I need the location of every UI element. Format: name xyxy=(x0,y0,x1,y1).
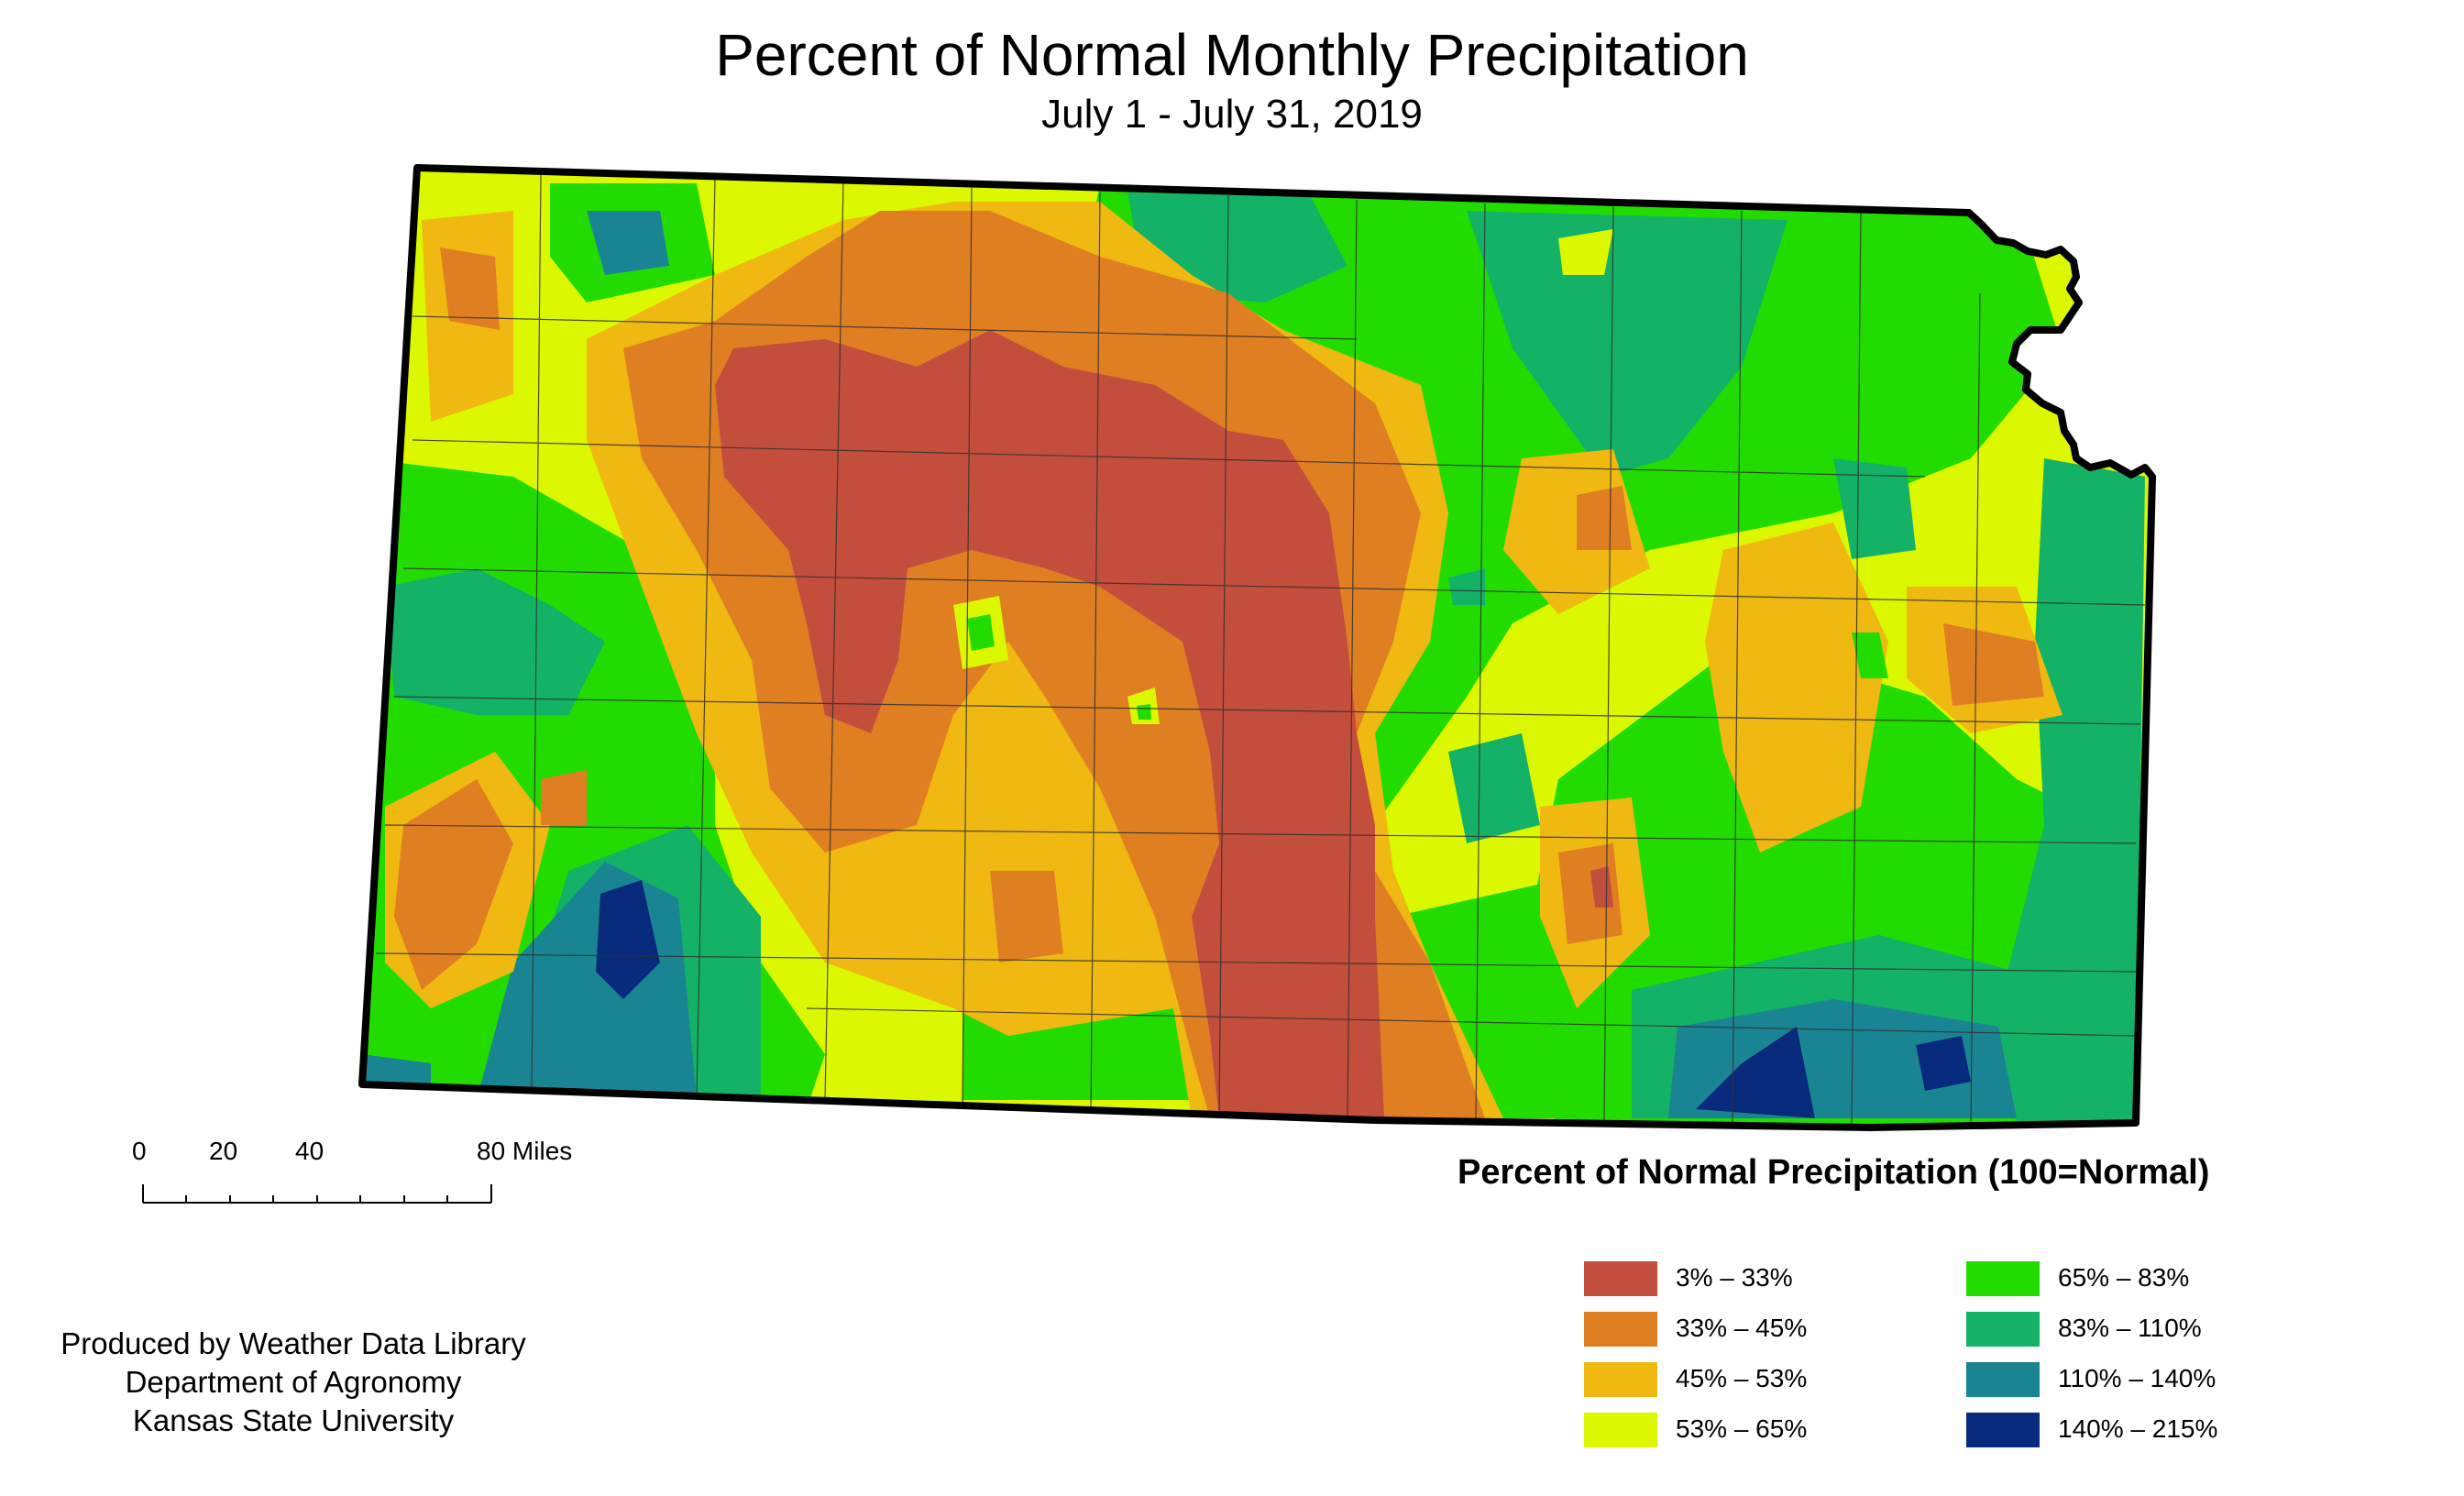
scale-tick-20: 20 xyxy=(209,1137,238,1165)
credits-line-2: Department of Agronomy xyxy=(125,1365,462,1399)
scale-bar: 0 20 40 80 Miles xyxy=(132,1137,596,1219)
credits: Produced by Weather Data Library Departm… xyxy=(55,1325,532,1440)
scale-tick-80: 80 Miles xyxy=(477,1137,573,1165)
kansas-state-border xyxy=(358,164,2156,1131)
legend-label-7: 110% – 140% xyxy=(2058,1364,2216,1392)
credits-line-3: Kansas State University xyxy=(132,1403,455,1437)
legend-label-5: 65% – 83% xyxy=(2058,1263,2190,1292)
map-subtitle: July 1 - July 31, 2019 xyxy=(1041,92,1423,137)
scale-tick-40: 40 xyxy=(295,1137,324,1165)
map-title: Percent of Normal Monthly Precipitation xyxy=(715,22,1749,88)
legend-swatch-4 xyxy=(1584,1413,1657,1447)
legend-swatch-5 xyxy=(1966,1261,2040,1296)
legend-label-2: 33% – 45% xyxy=(1676,1314,1808,1342)
legend-label-1: 3% – 33% xyxy=(1676,1263,1793,1292)
legend-swatch-1 xyxy=(1584,1261,1657,1296)
legend-swatch-8 xyxy=(1966,1413,2040,1447)
legend-swatch-2 xyxy=(1584,1312,1657,1347)
legend-swatch-6 xyxy=(1966,1312,2040,1347)
legend-title: Percent of Normal Precipitation (100=Nor… xyxy=(1458,1153,2210,1192)
scale-ruler xyxy=(142,1184,492,1204)
legend-swatch-7 xyxy=(1966,1362,2040,1397)
scale-tick-0: 0 xyxy=(132,1137,147,1165)
legend-label-4: 53% – 65% xyxy=(1676,1414,1808,1443)
legend-label-8: 140% – 215% xyxy=(2058,1414,2218,1443)
precipitation-fill xyxy=(362,168,2152,1128)
legend-label-3: 45% – 53% xyxy=(1676,1364,1808,1392)
county-boundaries xyxy=(375,173,2146,1127)
legend-swatch-3 xyxy=(1584,1362,1657,1397)
legend-label-6: 83% – 110% xyxy=(2058,1314,2202,1342)
credits-line-1: Produced by Weather Data Library xyxy=(60,1326,526,1360)
